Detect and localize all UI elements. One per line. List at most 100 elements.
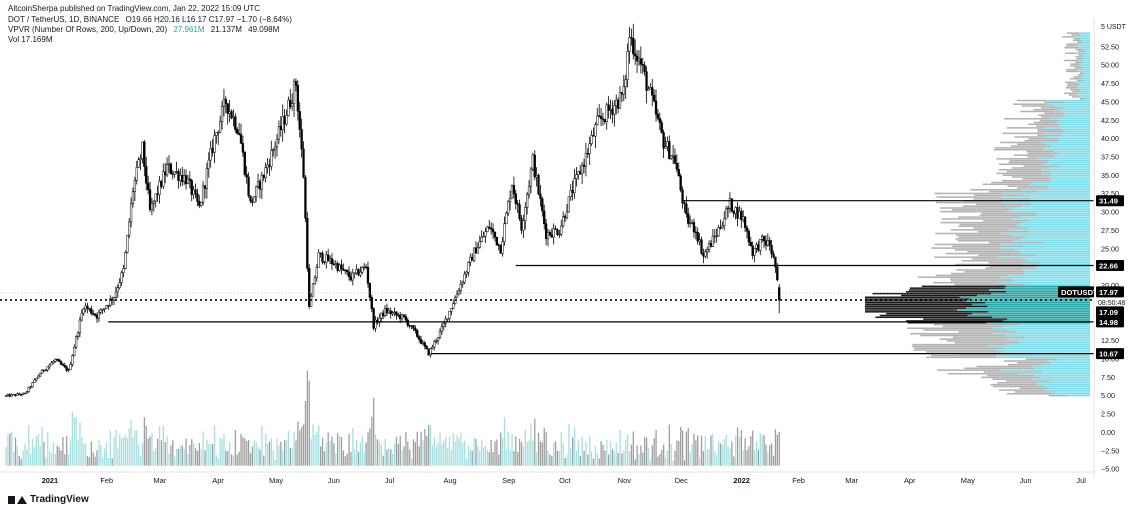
volume-bar bbox=[532, 440, 534, 466]
candle-body bbox=[491, 228, 495, 233]
volume-bar bbox=[90, 441, 92, 466]
vpvr-row-down bbox=[1039, 119, 1061, 122]
volume-bar bbox=[232, 456, 235, 466]
volume-bar bbox=[473, 437, 475, 466]
price-tick-label: 42.50 bbox=[1101, 116, 1119, 125]
candle-body bbox=[639, 58, 643, 65]
volume-legend[interactable]: Vol 17.169M bbox=[8, 35, 53, 44]
level-label-22.66: 22.66 bbox=[1099, 262, 1118, 271]
vpvr-row-down bbox=[1033, 121, 1058, 124]
volume-bar bbox=[272, 450, 274, 466]
vpvr-row-down bbox=[958, 216, 1020, 218]
current-price-label: 17.97 bbox=[1099, 288, 1118, 297]
candle-body bbox=[611, 108, 614, 115]
volume-bar bbox=[581, 436, 583, 466]
candle-body bbox=[637, 58, 641, 62]
vpvr-row-down bbox=[988, 241, 1044, 244]
time-tick-label: Jul bbox=[385, 476, 395, 485]
volume-bar bbox=[630, 444, 633, 466]
candle-body bbox=[351, 272, 354, 281]
candle-body bbox=[518, 204, 521, 219]
volume-bar bbox=[329, 440, 331, 466]
candle-body bbox=[114, 291, 118, 298]
vpvr-row-down bbox=[950, 272, 1024, 275]
volume-bar bbox=[401, 449, 403, 466]
vpvr-row-down bbox=[1007, 185, 1047, 187]
volume-bar bbox=[731, 441, 733, 466]
price-tick-label: −2.50 bbox=[1101, 446, 1119, 455]
candle-body bbox=[531, 154, 534, 170]
volume-bar bbox=[452, 433, 454, 466]
volume-bar bbox=[450, 449, 453, 466]
candle-body bbox=[599, 115, 603, 119]
candle-body bbox=[122, 268, 125, 274]
volume-bar bbox=[45, 457, 47, 466]
volume-bar bbox=[291, 448, 293, 466]
volume-bar bbox=[130, 419, 132, 466]
vpvr-row-up bbox=[1007, 274, 1090, 277]
vpvr-row-down bbox=[912, 343, 1008, 346]
vpvr-row-down bbox=[1066, 43, 1080, 45]
volume-bar bbox=[412, 439, 415, 466]
candle-body bbox=[65, 366, 68, 371]
vpvr-row-up bbox=[1018, 323, 1090, 326]
candle-body bbox=[203, 185, 207, 189]
tradingview-brand[interactable]: TradingView bbox=[8, 494, 89, 505]
candle-body bbox=[461, 281, 464, 285]
candle-body bbox=[296, 85, 300, 112]
price-tick-label: 35.00 bbox=[1101, 171, 1119, 180]
vpvr-label[interactable]: VPVR (Number Of Rows, 200, Up/Down, 20) bbox=[8, 25, 168, 34]
support-resistance-levels[interactable] bbox=[0, 200, 1094, 355]
candle-body bbox=[306, 218, 309, 269]
volume-bar bbox=[217, 458, 219, 466]
symbol-name[interactable]: DOT / TetherUS, 1D, BINANCE bbox=[8, 15, 120, 24]
vpvr-row-up bbox=[1077, 70, 1090, 73]
candle-body bbox=[615, 99, 618, 106]
vpvr-row-up bbox=[1001, 192, 1090, 195]
vpvr-row-down bbox=[970, 189, 1021, 191]
tradingview-logo-icon bbox=[8, 495, 27, 505]
volume-bar bbox=[7, 434, 9, 466]
candle-body bbox=[417, 336, 421, 340]
volume-bar bbox=[392, 453, 394, 466]
time-tick-label: 2021 bbox=[42, 476, 58, 485]
volume-bar bbox=[710, 435, 712, 466]
candle-body bbox=[436, 337, 440, 342]
vpvr-row-up bbox=[1037, 158, 1090, 160]
vpvr-row-up bbox=[1029, 220, 1090, 222]
candle-body bbox=[146, 182, 150, 190]
vpvr-row-up bbox=[1023, 258, 1090, 260]
vpvr-row-down bbox=[908, 289, 990, 291]
volume-bar bbox=[266, 443, 269, 466]
candle-body bbox=[38, 373, 42, 377]
candle-body bbox=[304, 177, 307, 219]
vpvr-row-up bbox=[1003, 320, 1090, 322]
volume-bar bbox=[666, 450, 669, 466]
vpvr-row-up bbox=[1023, 271, 1090, 273]
volume-bar bbox=[653, 437, 655, 466]
time-tick-label: Dec bbox=[675, 476, 688, 485]
vpvr-row-up bbox=[1047, 103, 1090, 105]
volume-bar bbox=[681, 430, 684, 466]
candle-body bbox=[279, 126, 282, 131]
volume-bar bbox=[645, 437, 648, 466]
vpvr-row-up bbox=[1058, 138, 1090, 140]
volume-bar bbox=[145, 425, 147, 466]
candle-body bbox=[92, 313, 95, 315]
price-axis[interactable]: 52.50 50.00 47.50 45.00 42.50 40.00 37.50 35.00… bbox=[1093, 18, 1127, 478]
candle-body bbox=[88, 308, 91, 310]
vpvr-row-down bbox=[1066, 68, 1079, 71]
volume-bar bbox=[172, 440, 174, 466]
vpvr-row-up bbox=[972, 303, 1090, 306]
volume-bar bbox=[138, 444, 140, 466]
volume-bar bbox=[47, 432, 49, 466]
volume-bar bbox=[9, 433, 11, 466]
time-axis[interactable]: 2021 Feb Mar Apr May Jun Jul Aug Sep Oct Nov Dec 202… bbox=[0, 471, 1094, 485]
currency-badge[interactable]: 5 USDT bbox=[1101, 24, 1127, 31]
volume-bar bbox=[409, 449, 411, 466]
volume-bar bbox=[536, 452, 538, 466]
volume-bar bbox=[185, 438, 187, 466]
volume-bar bbox=[215, 455, 218, 466]
candle-body bbox=[78, 319, 82, 334]
